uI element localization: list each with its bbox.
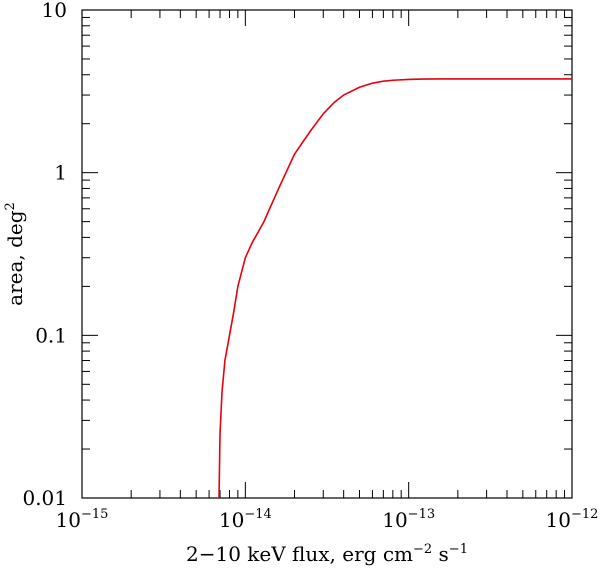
x-tick-label: 10−15 (56, 507, 109, 532)
x-axis-title: 2−10 keV flux, erg cm−2 s−1 (186, 542, 468, 566)
y-tick-label: 1 (54, 161, 67, 185)
x-tick-label: 10−12 (546, 507, 599, 532)
x-tick-label: 10−14 (219, 507, 272, 532)
y-tick-labels: 0.01 0.1 1 10 (22, 0, 67, 510)
area-curve (218, 78, 572, 499)
x-tick-label: 10−13 (382, 507, 435, 532)
x-tick-labels: 10−15 10−14 10−13 10−12 (56, 507, 599, 532)
y-axis-title: area, deg2 (3, 202, 27, 306)
plot-frame (81, 9, 573, 499)
y-tick-label: 10 (42, 0, 67, 22)
y-tick-label: 0.01 (22, 486, 67, 510)
y-tick-label: 0.1 (35, 323, 67, 347)
axis-ticks (81, 9, 573, 499)
